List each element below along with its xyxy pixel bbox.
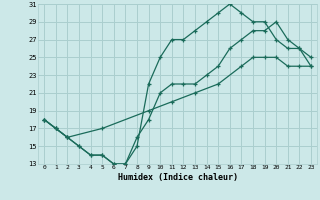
X-axis label: Humidex (Indice chaleur): Humidex (Indice chaleur) — [118, 173, 238, 182]
